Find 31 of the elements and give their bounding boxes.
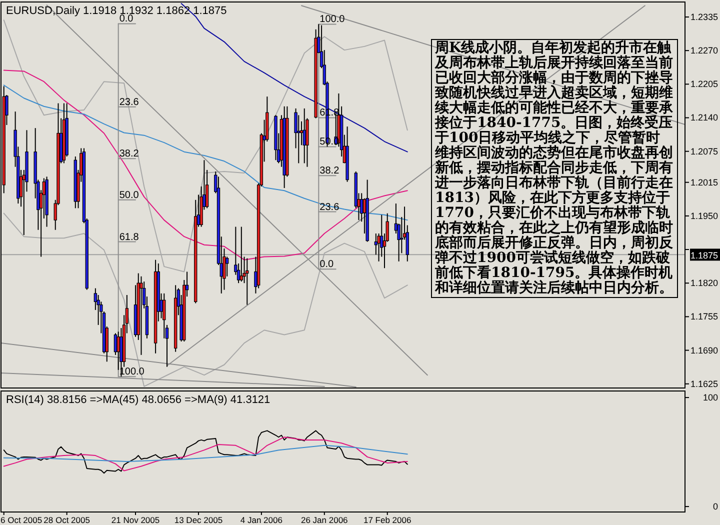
x-tick-label: 21 Nov 2005: [111, 515, 160, 525]
y-tick-label: 1.1625: [690, 378, 718, 389]
x-tick-label: 26 Jan 2006: [301, 515, 348, 525]
y-tick-label: 1.2335: [690, 12, 718, 22]
annotation: 0.0: [119, 14, 134, 25]
text: 周K线成小阴。自年初发起的升市在触及周布林带上轨后展开持续回落至当前已收回大部分涨幅，由于数周的下挫导致随机快线过早进入超卖区域，短期维续大幅走低的可能性已经不大，重要承接位于1840-1775。日图，始终受压于100日移动平均线之下，尽管暂时维持区间波动的态势但在尾市收盘再创新低，摆动指标配合同步走低，下周有进一步落向日布林带下轨（目前行走在1813）风险，在此下方更多支持位于1770，只要汇价不出现与布林带下轨的有效粘合，在此之上仍有望形成临时底部而后展开修正反弹。日内，周初反弹不过1900可尝试短线做空，如跌破前低下看1810-1795。具体操作时机和详细位置请关注后续帖中日内分析。: [435, 40, 673, 296]
y-tick-label: 1.2205: [690, 79, 718, 90]
annotation: 38.2: [320, 166, 340, 177]
y-tick-label: 1.2140: [690, 112, 718, 123]
ref-line-label: 1.1875: [690, 250, 718, 261]
y-tick-label: 1.2075: [690, 146, 718, 156]
annotation: 61.8: [119, 232, 140, 243]
annotation: 50.0: [119, 190, 140, 201]
y-tick-label: 1.1690: [690, 345, 718, 356]
y-tick-label: 100: [702, 392, 718, 403]
y-tick-label: 1.1950: [690, 210, 718, 221]
y-tick-label: 1.2270: [690, 46, 718, 56]
x-tick-label: 4 Jan 2006: [240, 515, 283, 525]
annotation: 100.0: [320, 14, 346, 26]
x-tick-label: 28 Oct 2005: [44, 515, 90, 525]
x-tick-label: 13 Dec 2005: [174, 515, 223, 525]
x-tick-label: 17 Feb 2006: [363, 515, 412, 525]
y-tick-label: 1.1820: [690, 278, 718, 288]
chart-title: RSI(14) 38.8156 =>MA(45) 48.0656 =>MA(9) 41.3121: [6, 394, 270, 406]
annotation: 23.6: [119, 96, 140, 108]
y-tick-label: 1.1755: [690, 312, 718, 322]
y-tick-label: 0: [712, 502, 718, 512]
y-tick-label: 1.2015: [690, 177, 718, 188]
x-tick-label: 6 Oct 2005: [0, 515, 42, 525]
annotation: 38.2: [119, 148, 140, 160]
annotation: 0.0: [320, 259, 334, 270]
